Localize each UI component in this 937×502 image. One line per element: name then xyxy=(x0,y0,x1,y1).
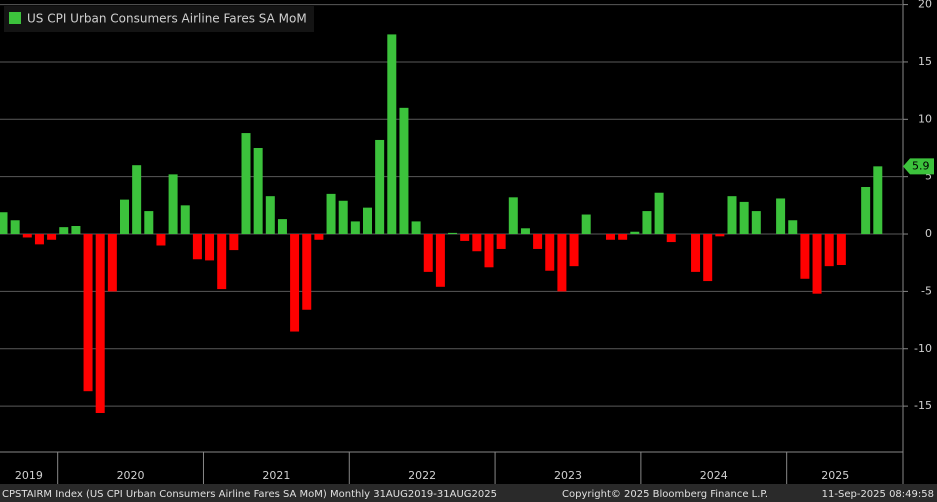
footer-center: Copyright© 2025 Bloomberg Finance L.P. xyxy=(562,489,768,500)
bar xyxy=(496,234,506,249)
bar xyxy=(363,207,372,235)
x-tick-label: 2020 xyxy=(117,469,145,482)
bar xyxy=(423,234,433,272)
bar xyxy=(654,192,664,235)
bar xyxy=(448,232,458,235)
bar xyxy=(569,234,579,267)
bar xyxy=(387,34,397,235)
bar xyxy=(533,234,543,249)
bar xyxy=(205,234,215,261)
bar xyxy=(338,200,348,235)
y-tick-label: -10 xyxy=(914,342,932,355)
bar xyxy=(800,234,810,279)
x-tick-label: 2021 xyxy=(262,469,290,482)
bar xyxy=(861,186,871,235)
bar xyxy=(606,234,615,240)
bar xyxy=(253,147,263,235)
last-value-label: 5.9 xyxy=(912,159,930,172)
bar xyxy=(703,234,713,282)
y-tick-label: 0 xyxy=(925,227,932,240)
bar xyxy=(788,220,798,235)
footer-left: CPSTAIRM Index (US CPI Urban Consumers A… xyxy=(2,489,497,500)
bar xyxy=(168,174,178,235)
y-tick-label: 5 xyxy=(925,170,932,183)
bar xyxy=(120,199,129,235)
bar xyxy=(277,219,287,235)
bar xyxy=(290,234,300,332)
bar xyxy=(265,196,275,235)
bar xyxy=(399,107,409,235)
bar xyxy=(618,234,628,240)
bar xyxy=(545,234,555,271)
bar xyxy=(472,234,482,252)
x-tick-label: 2024 xyxy=(700,469,728,482)
x-tick-label: 2019 xyxy=(15,469,43,482)
bar xyxy=(375,139,385,235)
bar xyxy=(691,234,701,272)
bar xyxy=(132,165,142,235)
x-tick-label: 2022 xyxy=(408,469,436,482)
bar xyxy=(666,234,676,243)
bar xyxy=(59,227,69,235)
y-tick-label: -5 xyxy=(921,284,932,297)
legend xyxy=(4,6,314,32)
bar xyxy=(241,133,251,235)
bar xyxy=(0,212,8,235)
footer-right: 11-Sep-2025 08:49:58 xyxy=(822,489,934,500)
bar xyxy=(71,226,81,235)
bar xyxy=(824,234,834,267)
bar xyxy=(314,234,324,240)
bar xyxy=(508,197,518,235)
bar xyxy=(739,201,749,235)
bar xyxy=(715,234,725,237)
bar xyxy=(180,205,190,235)
bar xyxy=(520,228,530,235)
bar xyxy=(484,234,494,268)
bar xyxy=(217,234,227,290)
bar xyxy=(326,193,336,235)
bar xyxy=(144,211,154,235)
bar xyxy=(873,166,883,235)
legend-swatch xyxy=(9,12,21,24)
y-tick-label: -15 xyxy=(914,399,932,412)
bar xyxy=(581,214,591,235)
y-tick-label: 20 xyxy=(918,0,932,11)
bar xyxy=(47,234,57,240)
bar xyxy=(751,211,761,235)
bar xyxy=(460,234,470,241)
bar xyxy=(727,196,737,235)
bar xyxy=(350,221,360,235)
bar xyxy=(229,234,239,251)
bar xyxy=(83,234,93,392)
bar xyxy=(192,234,202,260)
footer-bar xyxy=(0,484,937,502)
bar xyxy=(95,234,105,413)
bar xyxy=(630,231,640,235)
bar xyxy=(836,234,846,266)
last-value-tag xyxy=(903,158,934,175)
bar xyxy=(156,234,166,246)
y-tick-label: 15 xyxy=(918,55,932,68)
bar xyxy=(107,234,117,292)
x-tick-label: 2025 xyxy=(821,469,849,482)
bar xyxy=(302,234,312,310)
legend-label: US CPI Urban Consumers Airline Fares SA … xyxy=(27,12,307,26)
bar xyxy=(22,234,32,238)
bar xyxy=(557,234,567,292)
x-tick-label: 2023 xyxy=(554,469,582,482)
bar xyxy=(435,234,445,287)
bar xyxy=(642,211,652,235)
bar xyxy=(34,234,44,245)
bar xyxy=(812,234,822,294)
bar xyxy=(776,198,786,235)
bar xyxy=(10,220,20,235)
y-tick-label: 10 xyxy=(918,112,932,125)
bar xyxy=(411,221,421,235)
